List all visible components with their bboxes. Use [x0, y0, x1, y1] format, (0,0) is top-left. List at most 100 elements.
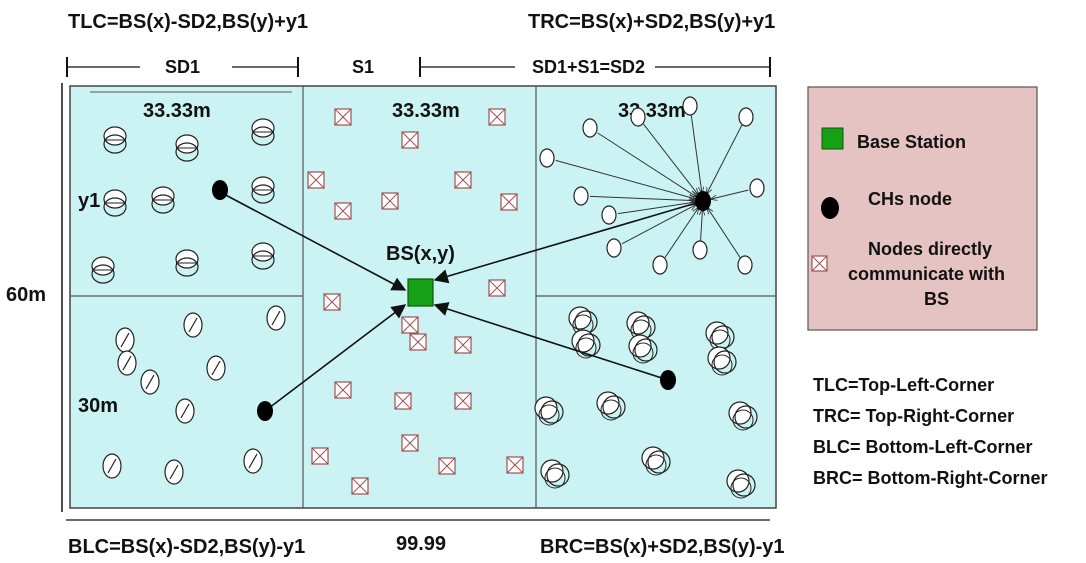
- member-node: [601, 202, 695, 225]
- overlap-node: [726, 469, 756, 499]
- abbrev-blc: BLC= Bottom-Left-Corner: [813, 437, 1032, 457]
- blc-formula: BLC=BS(x)-SD2,BS(y)-y1: [68, 536, 305, 558]
- cell-width-label-right: 33.33m: [618, 100, 686, 122]
- stacked-node: [103, 189, 127, 217]
- overlap-node: [628, 334, 658, 364]
- stacked-node: [251, 118, 275, 146]
- legend-base-station-icon: [821, 127, 844, 150]
- direct-communication-nodes: [307, 108, 524, 495]
- crossed-box-node: [488, 279, 506, 297]
- slashed-node: [115, 327, 135, 353]
- crossed-box-node: [454, 171, 472, 189]
- bottom-left-slashed-nodes: [102, 305, 286, 485]
- bs-label: BS(x,y): [386, 243, 455, 265]
- crossed-box-node: [401, 434, 419, 452]
- cell-width-label-left: 33.33m: [143, 100, 211, 122]
- crossed-box-node: [334, 202, 352, 220]
- overlap-node: [705, 321, 735, 351]
- overlap-node: [728, 401, 758, 431]
- legend-direct-label-line2: communicate with: [848, 264, 1005, 284]
- slashed-node: [117, 350, 137, 376]
- abbrev-tlc: TLC=Top-Left-Corner: [813, 375, 994, 395]
- member-node: [711, 178, 765, 199]
- legend-direct-label-line3: BS: [924, 289, 949, 309]
- overlap-node: [534, 396, 564, 426]
- member-node: [630, 107, 698, 195]
- slashed-node: [266, 305, 286, 331]
- sd1-label: SD1: [165, 57, 200, 77]
- member-node: [606, 205, 696, 258]
- crossed-box-node: [488, 108, 506, 126]
- crossed-box-node: [394, 392, 412, 410]
- bottom-right-overlap-nodes: [534, 306, 758, 499]
- stacked-node: [175, 249, 199, 277]
- stacked-node: [251, 176, 275, 204]
- ch-nodes: [212, 180, 711, 421]
- cell-width-label-middle: 33.33m: [392, 100, 460, 122]
- member-node: [707, 107, 754, 194]
- trc-formula: TRC=BS(x)+SD2,BS(y)+y1: [528, 11, 775, 33]
- top-left-stacked-nodes: [91, 118, 275, 284]
- member-node: [582, 118, 696, 197]
- member-node: [573, 186, 695, 206]
- member-node: [652, 208, 699, 275]
- abbrev-brc: BRC= Bottom-Right-Corner: [813, 468, 1047, 488]
- overlap-node: [571, 329, 601, 359]
- crossed-box-node: [311, 447, 329, 465]
- slashed-node: [243, 448, 263, 474]
- ch-to-bs-arrows: [219, 191, 704, 412]
- legend: Base Station CHs node Nodes directly com…: [807, 86, 1038, 331]
- crossed-box-node: [454, 392, 472, 410]
- crossed-box-node: [381, 192, 399, 210]
- legend-ch-node-icon: [821, 197, 839, 219]
- legend-direct-node-icon: [811, 255, 828, 272]
- crossed-box-node: [401, 316, 419, 334]
- stacked-node: [151, 186, 175, 214]
- tlc-formula: TLC=BS(x)-SD2,BS(y)+y1: [68, 11, 308, 33]
- overlap-node: [596, 391, 626, 421]
- crossed-box-node: [438, 457, 456, 475]
- top-dimension: [66, 57, 771, 77]
- sd2-formula: SD1+S1=SD2: [532, 57, 645, 77]
- member-node: [692, 209, 708, 260]
- crossed-box-node: [500, 193, 518, 211]
- slashed-node: [206, 355, 226, 381]
- top-right-cluster: [539, 96, 765, 275]
- legend-base-station-label: Base Station: [857, 132, 966, 152]
- slashed-node: [164, 459, 184, 485]
- stacked-node: [91, 256, 115, 284]
- stacked-node: [251, 242, 275, 270]
- base-station: [407, 278, 434, 307]
- member-node: [682, 96, 702, 193]
- member-node: [707, 208, 753, 275]
- slashed-node: [102, 453, 122, 479]
- crossed-box-node: [401, 131, 419, 149]
- crossed-box-node: [409, 333, 427, 351]
- overlap-node: [540, 459, 570, 489]
- crossed-box-node: [351, 477, 369, 495]
- abbrev-trc: TRC= Top-Right-Corner: [813, 406, 1014, 426]
- crossed-box-node: [334, 381, 352, 399]
- overlap-node: [707, 346, 737, 376]
- legend-direct-label-line1: Nodes directly: [868, 239, 992, 259]
- slashed-node: [183, 312, 203, 338]
- overlap-node: [641, 446, 671, 476]
- height-label: 60m: [6, 284, 46, 306]
- crossed-box-node: [454, 336, 472, 354]
- width-label: 99.99: [396, 533, 446, 555]
- crossed-box-node: [307, 171, 325, 189]
- member-node: [539, 148, 695, 199]
- legend-ch-node-label: CHs node: [868, 189, 952, 209]
- stacked-node: [175, 134, 199, 162]
- crossed-box-node: [323, 293, 341, 311]
- stacked-node: [103, 126, 127, 154]
- slashed-node: [175, 398, 195, 424]
- overlap-node: [568, 306, 598, 336]
- s1-label: S1: [352, 57, 374, 77]
- crossed-box-node: [506, 456, 524, 474]
- brc-formula: BRC=BS(x)+SD2,BS(y)-y1: [540, 536, 785, 558]
- slashed-node: [140, 369, 160, 395]
- crossed-box-node: [334, 108, 352, 126]
- y1-label: y1: [78, 190, 100, 212]
